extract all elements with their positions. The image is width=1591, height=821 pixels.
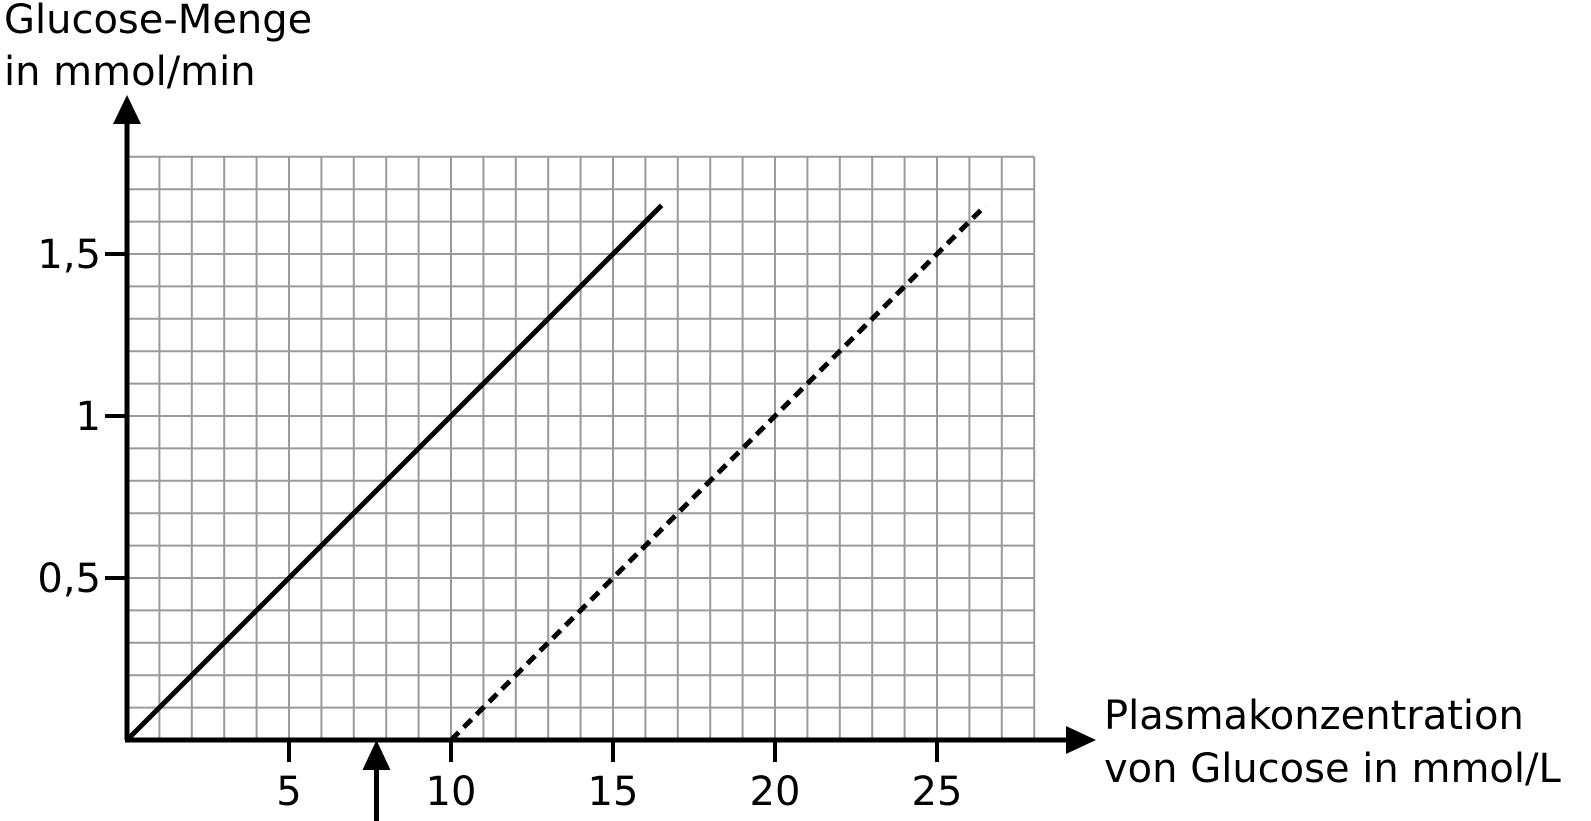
x-tick-label: 5 xyxy=(276,769,301,815)
x-tick-label: 10 xyxy=(426,769,477,815)
series-line-1-solid xyxy=(125,203,664,742)
x-axis-label-line-1: Plasmakonzentration xyxy=(1104,693,1524,739)
marker xyxy=(362,740,391,821)
y-tick-label: 1 xyxy=(76,394,101,440)
ticks: 5 10 15 20 25 0,5 1 1,5 xyxy=(37,232,962,815)
x-tick-label: 20 xyxy=(750,769,801,815)
x-tick-label: 15 xyxy=(588,769,639,815)
series-layer xyxy=(125,203,988,742)
x-tick-label: 25 xyxy=(912,769,963,815)
x-axis-arrowhead xyxy=(1066,726,1096,754)
marker-arrow-icon xyxy=(362,740,391,770)
x-axis-label-line-2: von Glucose in mmol/L xyxy=(1104,746,1561,792)
y-axis-label-line-2: in mmol/min xyxy=(4,49,256,95)
y-axis-label-line-1: Glucose-Menge xyxy=(4,0,312,43)
axes xyxy=(113,95,1096,754)
y-axis-arrowhead xyxy=(113,95,141,124)
y-tick-label: 1,5 xyxy=(37,232,101,278)
grid xyxy=(127,155,1036,740)
series-line-2-dashed xyxy=(449,203,988,742)
y-tick-label: 0,5 xyxy=(37,556,101,602)
